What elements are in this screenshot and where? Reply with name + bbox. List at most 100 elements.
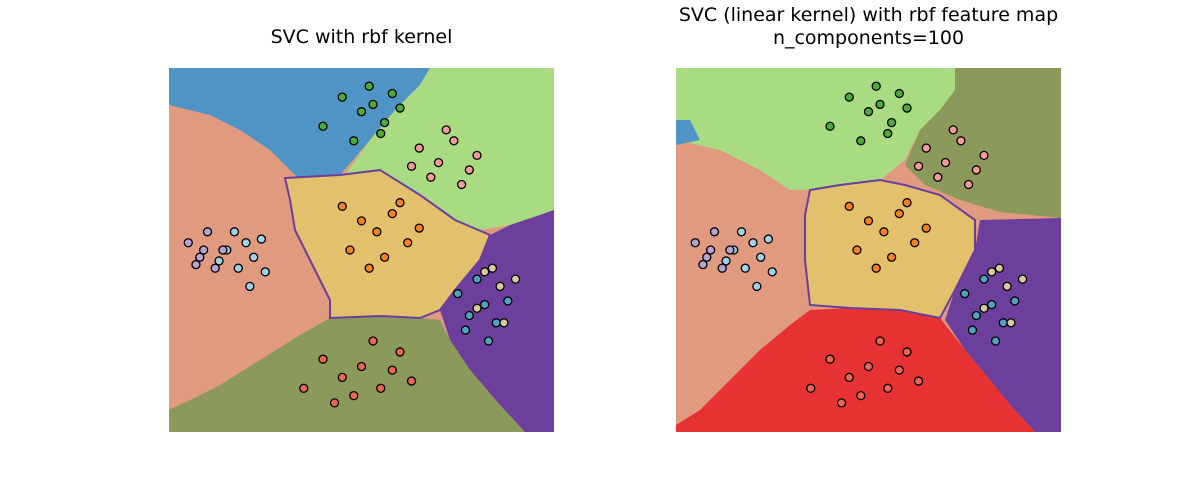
- point: [971, 165, 981, 175]
- point: [376, 383, 386, 393]
- point: [725, 245, 735, 255]
- chart-title: SVC (linear kernel) with rbf feature map: [679, 4, 1058, 26]
- point: [403, 238, 413, 248]
- point: [871, 81, 881, 91]
- point: [863, 107, 874, 117]
- point: [395, 347, 405, 357]
- point: [767, 267, 777, 277]
- point: [863, 361, 874, 372]
- point: [441, 125, 451, 135]
- point: [406, 161, 417, 171]
- point: [856, 390, 866, 401]
- point: [979, 274, 989, 284]
- point: [740, 263, 750, 273]
- point: [356, 361, 367, 372]
- chart-title: n_components=100: [773, 27, 964, 49]
- point: [495, 281, 505, 292]
- point: [499, 318, 509, 328]
- point: [483, 336, 494, 346]
- point: [1010, 296, 1020, 306]
- point: [245, 281, 255, 292]
- point: [736, 227, 747, 237]
- point: [979, 303, 989, 313]
- point: [480, 299, 490, 310]
- point: [472, 303, 482, 313]
- point: [913, 161, 924, 171]
- point: [356, 216, 367, 226]
- point: [763, 234, 774, 244]
- point: [690, 238, 700, 248]
- point: [844, 372, 854, 383]
- point: [921, 143, 931, 153]
- point: [998, 318, 1008, 328]
- point: [748, 238, 758, 248]
- point: [406, 376, 417, 386]
- point: [472, 274, 482, 284]
- point: [994, 263, 1005, 273]
- point: [883, 128, 893, 139]
- point: [902, 198, 912, 208]
- point: [875, 336, 885, 346]
- point: [379, 117, 390, 128]
- point: [368, 336, 378, 346]
- point: [836, 398, 847, 408]
- point: [480, 267, 490, 277]
- point: [379, 252, 390, 262]
- point: [894, 208, 904, 219]
- point: [364, 263, 374, 273]
- point: [863, 216, 874, 226]
- point: [299, 383, 309, 393]
- point: [902, 347, 912, 357]
- point: [218, 245, 228, 255]
- point: [233, 263, 243, 273]
- point: [940, 157, 951, 168]
- point: [756, 252, 766, 262]
- point: [902, 103, 912, 113]
- point: [345, 245, 355, 255]
- point: [886, 117, 897, 128]
- point: [256, 234, 267, 244]
- point: [453, 289, 463, 299]
- point: [825, 121, 835, 131]
- point: [318, 121, 328, 131]
- point: [183, 238, 193, 248]
- region: [283, 168, 492, 320]
- point: [337, 201, 347, 211]
- point: [456, 179, 467, 190]
- point: [387, 365, 397, 375]
- point: [368, 99, 378, 110]
- chart-title: SVC with rbf kernel: [271, 26, 453, 48]
- point: [356, 107, 367, 117]
- point: [886, 252, 897, 262]
- point: [717, 263, 727, 273]
- point: [971, 310, 981, 321]
- point: [349, 136, 359, 146]
- point: [879, 227, 889, 237]
- point: [387, 88, 397, 99]
- point: [372, 227, 382, 237]
- point: [721, 256, 731, 266]
- point: [376, 128, 386, 139]
- point: [844, 201, 854, 211]
- point: [491, 318, 501, 328]
- region: [905, 68, 1061, 218]
- point: [844, 92, 854, 102]
- point: [337, 372, 347, 383]
- region: [676, 68, 955, 190]
- point: [395, 103, 405, 113]
- point: [698, 259, 708, 270]
- point: [806, 383, 816, 393]
- point: [987, 267, 997, 277]
- point: [318, 354, 328, 364]
- point: [202, 227, 213, 237]
- point: [948, 125, 958, 135]
- point: [464, 310, 474, 321]
- point: [387, 208, 397, 219]
- point: [956, 136, 966, 146]
- point: [979, 150, 989, 161]
- point: [503, 296, 513, 306]
- point: [894, 88, 904, 99]
- point: [433, 157, 444, 168]
- point: [856, 136, 866, 146]
- point: [987, 299, 997, 310]
